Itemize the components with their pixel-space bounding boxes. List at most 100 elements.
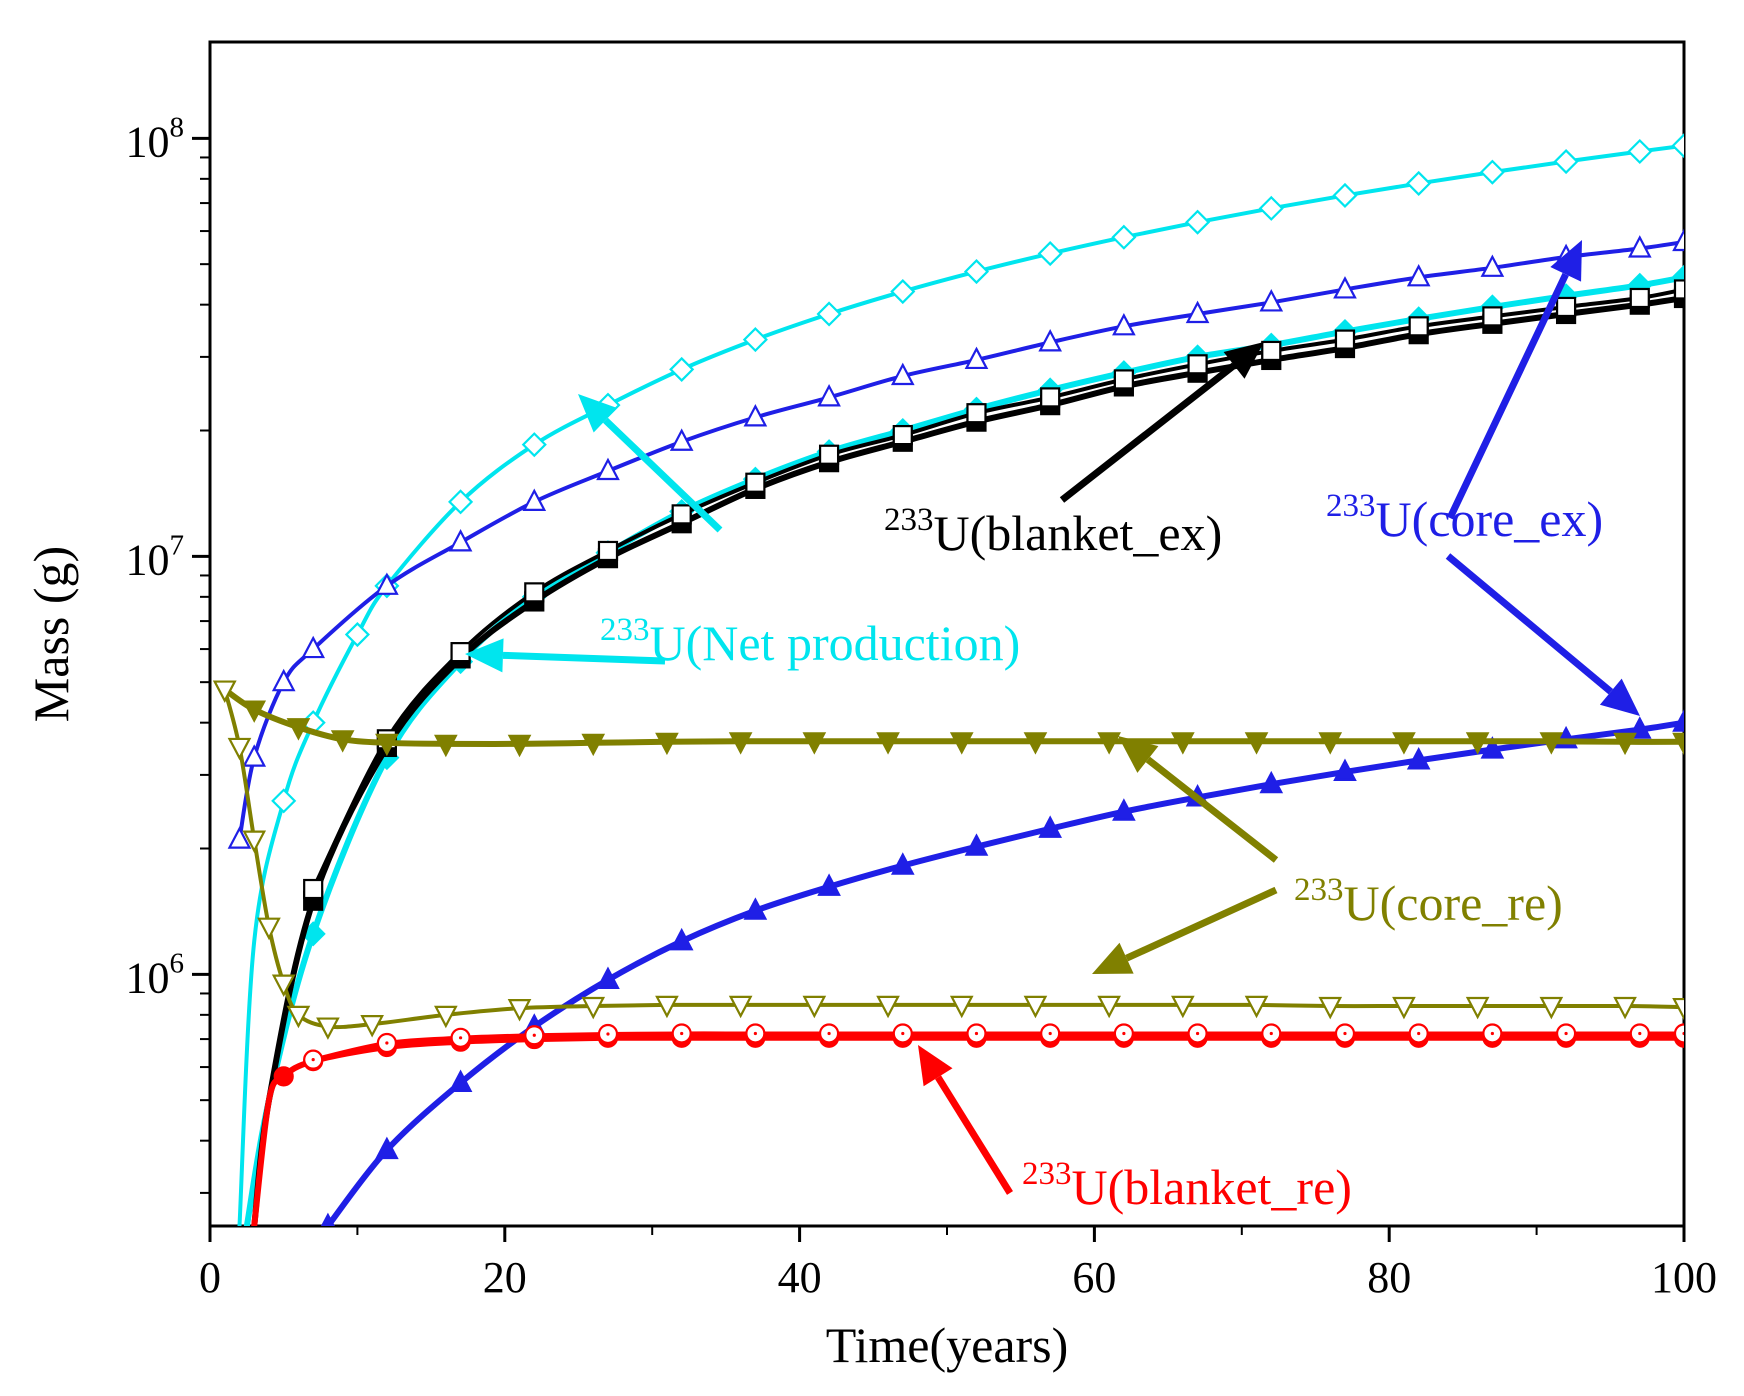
data-point [1334,329,1356,350]
data-point [1479,159,1505,185]
series-line [324,719,1684,1226]
x-tick-label: 100 [1651,1253,1717,1302]
data-point [271,788,297,814]
data-point [507,734,532,758]
series-233u-core-ex-open [227,228,1684,849]
data-point [1480,736,1505,759]
data-point [949,732,974,755]
y-tick-label: 106 [126,947,185,1002]
data-point [890,362,915,386]
data-point [1185,300,1210,324]
data-point-dot [1682,1031,1684,1036]
data-point [344,621,370,648]
data-point [1465,996,1490,1020]
data-point [1113,369,1134,390]
data-point-dot [1195,1031,1200,1036]
data-point [448,1069,473,1092]
data-point-dot [458,1036,463,1040]
data-point [743,897,768,920]
data-point-dot [1269,1031,1273,1036]
data-point [1671,133,1684,159]
arrow-core-ex-down [1445,553,1640,716]
series-233u-blanket-ex-open [303,279,1684,900]
data-point [597,540,619,562]
data-point [1097,732,1121,755]
data-point [1555,296,1577,318]
data-point [1392,732,1416,755]
data-point [1333,758,1357,781]
data-point-dot [1343,1031,1347,1036]
annotation-blanket-re: 233U(blanket_re) [1022,1156,1352,1215]
data-point [448,489,474,515]
annotation-arrows [465,240,1640,1195]
data-point [330,730,355,753]
data-point [1040,387,1061,408]
data-point [655,995,679,1019]
data-point [212,680,237,703]
series-233u-blanket-ex-filled [251,287,1684,1226]
series-233u-core-re-open [212,680,1684,1040]
data-point [669,356,695,382]
series-233u-blanket-re-open [303,1023,1684,1070]
series-233u-blanket-re-filled [251,1027,1684,1226]
data-point-dot [827,1031,831,1036]
data-point [1258,195,1284,221]
data-point-dot [974,1031,979,1036]
data-point [1259,289,1284,312]
data-point [892,424,913,446]
data-point [434,734,458,758]
data-point [1244,732,1269,755]
y-tick-label: 107 [126,529,185,584]
data-point [286,1005,311,1029]
data-point [1672,228,1684,252]
data-point [817,873,841,896]
data-point [1392,996,1416,1020]
data-point-dot [532,1033,536,1037]
series-line [237,239,1684,842]
data-point [1406,747,1431,770]
data-point [286,718,311,741]
data-point [1627,235,1652,258]
data-point [1672,709,1684,732]
data-point [802,732,827,755]
data-point [320,1212,335,1226]
data-point [1023,732,1048,755]
data-point [375,572,399,595]
data-point [271,668,296,692]
data-point [949,995,974,1019]
series-layer [212,133,1684,1226]
data-point [316,1017,340,1040]
data-point [448,528,473,552]
data-point [1480,254,1505,277]
data-point [1482,306,1503,327]
axes-layer: 0 20 40 60 80 100 106 107 108 [126,111,1718,1302]
data-point [360,1015,384,1038]
data-point [242,830,267,854]
data-point [1333,276,1357,299]
data-point [375,1136,399,1160]
y-axis-title: Mass (g) [23,546,79,722]
data-point-dot [1638,1031,1642,1036]
data-point [1406,170,1432,196]
data-point [1673,1023,1684,1044]
data-point [890,852,915,875]
series-line [237,143,1684,1226]
data-point [743,404,768,427]
data-point [1613,996,1637,1020]
data-point [1038,815,1063,838]
data-point [876,732,900,755]
x-tick-label: 0 [199,1253,221,1302]
data-point [301,635,326,659]
data-point [242,744,267,767]
data-point [964,833,989,856]
arrow-blanket-re [918,1045,1013,1195]
data-point [1318,996,1343,1020]
data-point [817,384,841,407]
data-point-dot [1490,1031,1494,1036]
data-point [596,457,620,481]
data-point [1259,770,1284,794]
data-point [1187,354,1208,375]
data-point [966,403,987,424]
data-point [818,444,840,465]
